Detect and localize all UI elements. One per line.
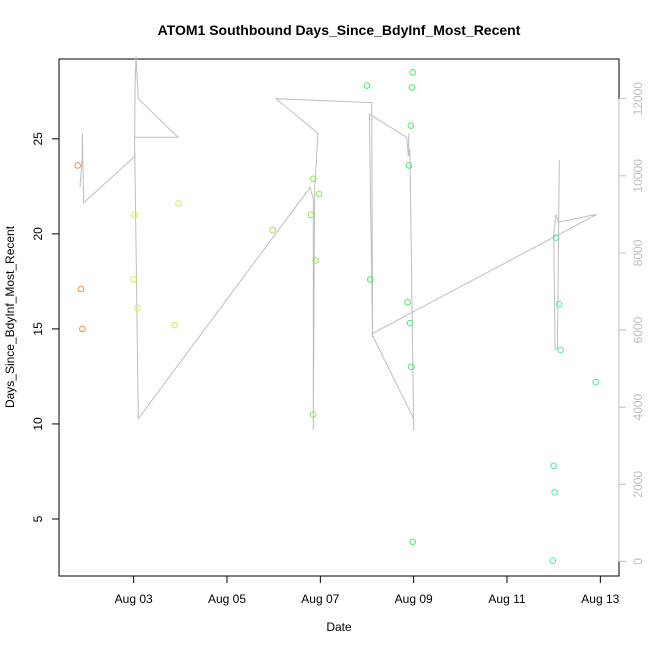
y-tick-label-2: 15	[31, 322, 45, 336]
x-tick-label-2: Aug 07	[301, 592, 339, 606]
data-point-16	[409, 69, 417, 76]
y-axis-label: Days_Since_BdyInf_Most_Recent	[3, 225, 17, 408]
x-tick-label-4: Aug 11	[488, 592, 525, 606]
y-axis: 5 10 15 20 25	[31, 132, 59, 522]
data-point-30	[592, 378, 599, 386]
data-point-12	[312, 257, 319, 264]
y2-tick-label-0: 0	[631, 558, 645, 565]
data-point-2	[79, 325, 86, 333]
points-group	[74, 69, 599, 565]
y-tick-label-3: 20	[31, 227, 45, 241]
data-point-5	[134, 304, 141, 312]
data-point-15	[366, 276, 374, 283]
x-tick-label-3: Aug 09	[395, 592, 433, 606]
plot-frame	[58, 58, 620, 577]
data-point-8	[269, 226, 277, 234]
data-point-9	[307, 211, 315, 219]
data-point-3	[131, 211, 138, 219]
y-tick-label-1: 10	[31, 417, 45, 431]
y2-axis: 0 2000 4000 6000 8000 10000 12000	[618, 82, 645, 565]
data-point-22	[408, 363, 415, 371]
data-point-29	[549, 557, 557, 565]
y2-tick-label-4: 8000	[631, 239, 645, 266]
x-tick-label-1: Aug 05	[208, 592, 246, 606]
data-point-0	[74, 162, 81, 169]
data-point-24	[552, 234, 560, 241]
data-point-6	[171, 321, 179, 329]
x-tick-label-0: Aug 03	[115, 592, 153, 606]
data-point-20	[404, 298, 411, 306]
data-point-4	[130, 276, 137, 283]
data-point-19	[405, 162, 413, 169]
y2-tick-label-6: 12000	[631, 82, 645, 116]
y2-tick-label-3: 6000	[631, 316, 645, 343]
y2-tick-label-5: 10000	[631, 159, 645, 193]
y-tick-label-0: 5	[31, 515, 45, 522]
data-point-11	[315, 190, 323, 198]
data-point-14	[363, 82, 371, 89]
data-point-23	[409, 538, 417, 546]
x-axis-label: Date	[326, 620, 352, 634]
data-point-21	[406, 319, 414, 327]
data-point-27	[550, 462, 557, 470]
y2-tick-label-2: 4000	[631, 393, 645, 420]
data-point-28	[551, 489, 558, 496]
y-tick-label-4: 25	[31, 132, 45, 146]
secondary-series-line	[79, 56, 597, 431]
data-point-7	[175, 200, 182, 207]
series-line-group	[79, 56, 597, 431]
data-point-13	[310, 411, 317, 418]
data-point-1	[77, 285, 85, 293]
data-point-10	[310, 175, 317, 183]
data-point-17	[408, 84, 416, 91]
y2-tick-label-1: 2000	[631, 471, 645, 498]
data-point-18	[407, 122, 415, 129]
x-axis: Aug 03 Aug 05 Aug 07 Aug 09 Aug 11 Aug 13	[115, 576, 620, 606]
data-point-26	[557, 346, 564, 354]
data-point-25	[555, 300, 563, 308]
chart-title: ATOM1 Southbound Days_Since_BdyInf_Most_…	[158, 22, 521, 38]
x-tick-label-5: Aug 13	[581, 592, 619, 606]
